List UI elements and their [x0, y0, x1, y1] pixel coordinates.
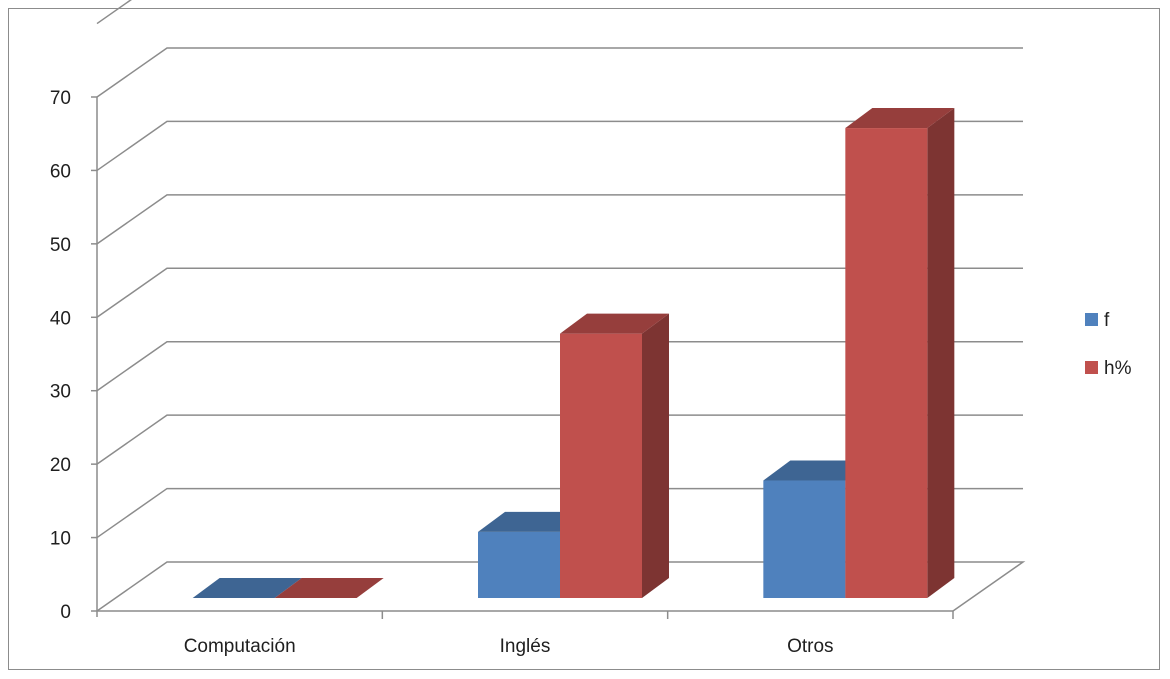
bar-front [478, 531, 560, 598]
bar-top [763, 460, 873, 481]
legend-label: h% [1104, 358, 1132, 379]
legend-swatch [1085, 313, 1098, 326]
bar-otros-h [845, 108, 955, 599]
legend: f h% [1085, 310, 1132, 379]
y-tick-label: 40 [50, 308, 71, 329]
y-tick-label: 60 [50, 161, 71, 182]
bar-computacin-f [192, 578, 302, 598]
bar-front [560, 333, 642, 598]
legend-label: f [1104, 310, 1110, 331]
chart-walls [96, 0, 1026, 612]
gridline [96, 120, 1023, 172]
chart-bars [192, 108, 955, 599]
bar-ingls-h [560, 313, 669, 598]
bar-front [845, 128, 928, 599]
gridline [96, 487, 1023, 539]
gridline [96, 340, 1023, 392]
y-tick-label: 0 [60, 602, 71, 623]
bar-side [927, 108, 955, 599]
gridline [96, 0, 132, 25]
bar-computacin-h [274, 578, 384, 598]
y-tick-label: 70 [50, 88, 71, 109]
x-category-label: Otros [787, 636, 833, 657]
gridline [96, 414, 1023, 465]
y-tick-label: 20 [50, 455, 71, 476]
chart-axes [91, 96, 954, 619]
gridline [96, 194, 1023, 245]
gridline [96, 267, 1023, 318]
x-category-label: Inglés [500, 636, 551, 657]
bar-top [192, 578, 302, 598]
bar-front [763, 480, 846, 598]
y-tick-label: 50 [50, 235, 71, 256]
y-tick-label: 30 [50, 382, 71, 403]
legend-swatch [1085, 361, 1098, 374]
chart-labels: 0 10 20 30 40 50 60 70 Computación Inglés Otros [50, 88, 834, 657]
bar-top [478, 511, 587, 532]
y-tick-label: 10 [50, 529, 71, 550]
bar-top [274, 578, 384, 598]
bar-side [642, 313, 669, 598]
bar-top [560, 313, 669, 334]
x-category-label: Computación [184, 636, 296, 657]
gridline [96, 47, 1023, 98]
bar-top [845, 108, 955, 129]
